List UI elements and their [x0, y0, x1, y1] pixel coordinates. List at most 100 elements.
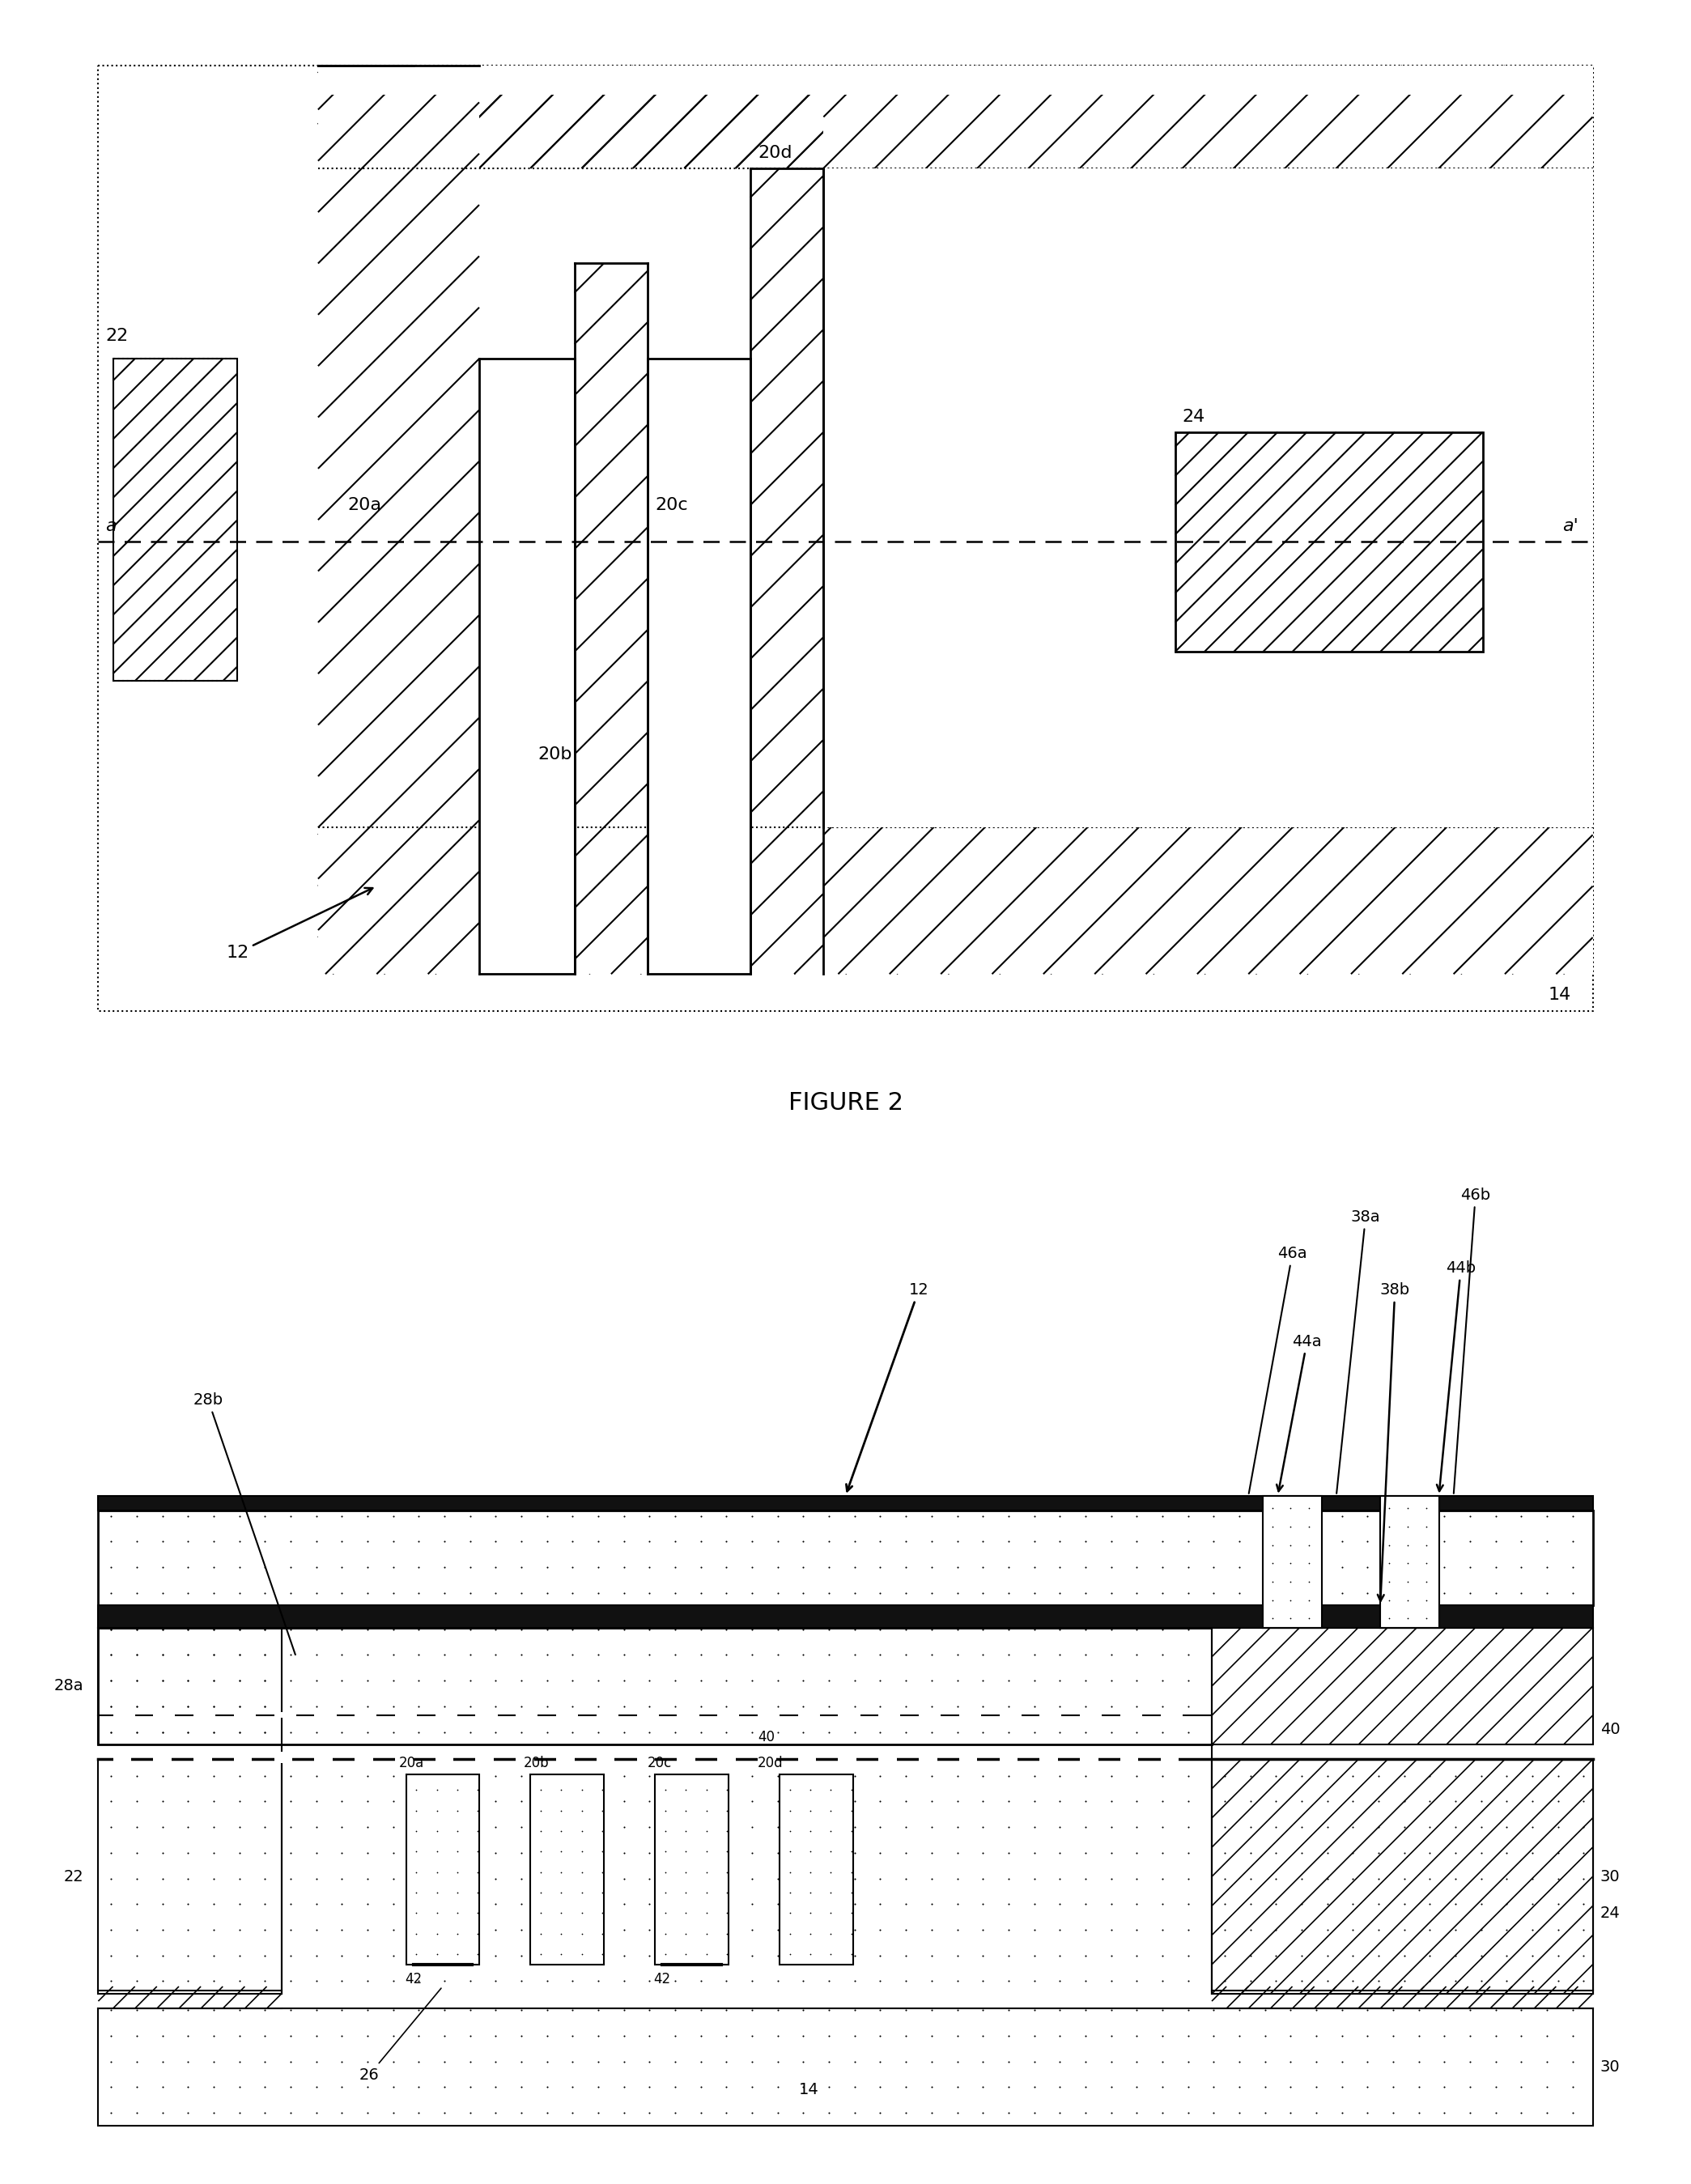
- Bar: [98, 1627, 281, 1745]
- Bar: [318, 828, 1593, 974]
- Bar: [839, 1752, 856, 1762]
- Text: 20d: 20d: [758, 1756, 783, 1771]
- Bar: [98, 1605, 1593, 1627]
- Bar: [1212, 1760, 1593, 1994]
- Bar: [98, 1496, 1593, 1511]
- Bar: [318, 66, 479, 974]
- Text: 20d: 20d: [758, 144, 791, 162]
- Bar: [113, 1712, 135, 1717]
- Bar: [824, 66, 1593, 974]
- Bar: [878, 1712, 900, 1717]
- Bar: [798, 1712, 820, 1717]
- Text: 46b: 46b: [1454, 1188, 1490, 1494]
- Bar: [556, 1712, 578, 1717]
- Text: 38b: 38b: [1378, 1282, 1410, 1601]
- Bar: [154, 1712, 176, 1717]
- Bar: [717, 1712, 739, 1717]
- Bar: [959, 1752, 977, 1762]
- Bar: [98, 1760, 1593, 1994]
- Bar: [648, 358, 751, 974]
- Text: 20c: 20c: [648, 1756, 673, 1771]
- Bar: [1175, 432, 1483, 651]
- Text: 20b: 20b: [523, 1756, 550, 1771]
- Bar: [396, 1752, 413, 1762]
- Bar: [597, 1712, 619, 1717]
- Text: 22: 22: [105, 328, 129, 345]
- Bar: [676, 1752, 695, 1762]
- Bar: [1040, 1752, 1059, 1762]
- Bar: [999, 1752, 1018, 1762]
- Bar: [475, 1712, 497, 1717]
- Bar: [1212, 1760, 1593, 1994]
- Text: 14: 14: [798, 2081, 818, 2097]
- Text: a: a: [105, 518, 117, 535]
- Bar: [274, 1752, 293, 1762]
- Bar: [878, 1752, 896, 1762]
- Text: 44b: 44b: [1437, 1260, 1476, 1492]
- Text: 38a: 38a: [1336, 1210, 1380, 1494]
- Bar: [575, 264, 648, 974]
- Bar: [318, 66, 1593, 94]
- Bar: [274, 1712, 296, 1717]
- Bar: [435, 1752, 453, 1762]
- Bar: [999, 1712, 1021, 1717]
- Bar: [113, 358, 237, 681]
- Text: 14: 14: [1547, 987, 1571, 1002]
- Bar: [839, 1712, 861, 1717]
- Bar: [1040, 1712, 1062, 1717]
- Bar: [959, 1712, 981, 1717]
- Bar: [516, 1752, 534, 1762]
- Text: FIGURE 2: FIGURE 2: [788, 1092, 903, 1114]
- Bar: [1212, 1627, 1593, 1745]
- Bar: [98, 1987, 281, 2009]
- Bar: [113, 1752, 132, 1762]
- Bar: [98, 1511, 1593, 1605]
- Bar: [315, 1712, 337, 1717]
- Bar: [233, 1752, 252, 1762]
- Text: 12: 12: [846, 1282, 928, 1492]
- Bar: [193, 1752, 211, 1762]
- Bar: [406, 1773, 479, 1963]
- Bar: [396, 1712, 418, 1717]
- Text: 12: 12: [227, 889, 372, 961]
- Bar: [676, 1712, 698, 1717]
- Text: 26: 26: [358, 1987, 441, 2081]
- Bar: [556, 1752, 575, 1762]
- Bar: [193, 1712, 215, 1717]
- Text: 44a: 44a: [1277, 1334, 1322, 1492]
- Bar: [1119, 1752, 1138, 1762]
- Bar: [638, 1752, 654, 1762]
- Bar: [597, 1752, 616, 1762]
- Text: 20c: 20c: [654, 498, 688, 513]
- Bar: [315, 1752, 333, 1762]
- Bar: [918, 1752, 937, 1762]
- Bar: [1081, 1712, 1103, 1717]
- Bar: [154, 1752, 171, 1762]
- Bar: [1263, 1496, 1322, 1627]
- Bar: [918, 1712, 940, 1717]
- Bar: [758, 1712, 780, 1717]
- Bar: [1119, 1712, 1141, 1717]
- Text: 28a: 28a: [54, 1679, 83, 1695]
- Text: 30: 30: [1600, 2060, 1620, 2075]
- Bar: [475, 1752, 494, 1762]
- Text: 42: 42: [404, 1972, 421, 1987]
- Text: 20b: 20b: [538, 747, 572, 762]
- Bar: [98, 1627, 1212, 1745]
- Bar: [1081, 1752, 1097, 1762]
- Text: 24: 24: [1600, 1904, 1620, 1922]
- Bar: [1160, 1752, 1179, 1762]
- Text: a': a': [1562, 518, 1578, 535]
- Text: 28b: 28b: [193, 1393, 296, 1655]
- Text: 20a: 20a: [399, 1756, 424, 1771]
- Bar: [233, 1712, 255, 1717]
- Text: 24: 24: [1182, 408, 1206, 424]
- Bar: [1380, 1496, 1439, 1627]
- Bar: [479, 358, 575, 974]
- Text: 40: 40: [1600, 1721, 1620, 1738]
- Bar: [516, 1712, 538, 1717]
- Bar: [531, 1773, 604, 1963]
- Text: 46a: 46a: [1250, 1245, 1307, 1494]
- Text: 40: 40: [758, 1730, 774, 1745]
- Bar: [98, 1760, 281, 1994]
